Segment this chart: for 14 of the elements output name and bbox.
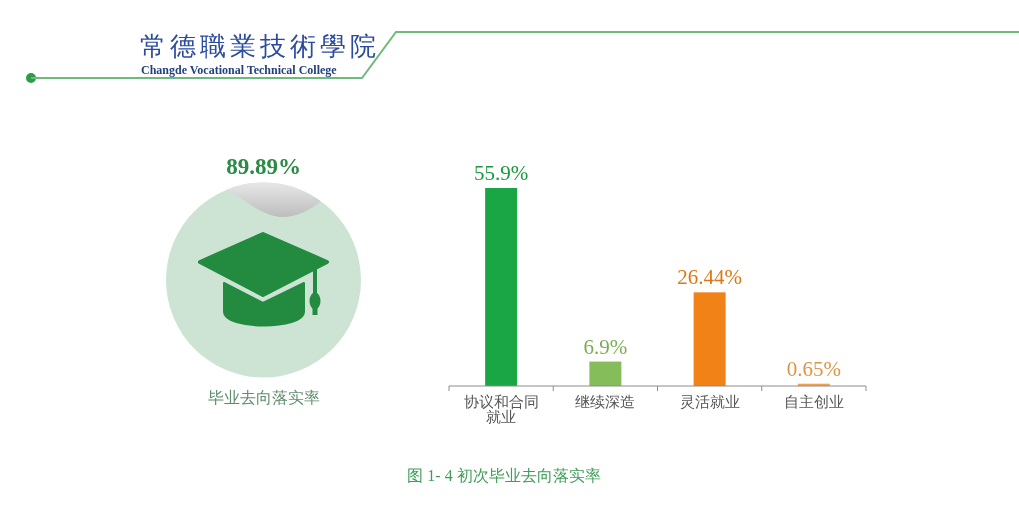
text: 毕业去向落实率 xyxy=(207,389,320,406)
x-tick-label: 继续深造 xyxy=(575,394,636,410)
bar xyxy=(589,361,622,386)
text: 89.89% xyxy=(226,154,301,179)
data-label: 26.44% xyxy=(677,265,742,290)
data-label: 55.9% xyxy=(474,161,529,185)
bar xyxy=(693,292,726,386)
data-label: 6.9% xyxy=(583,334,628,359)
x-tick-label: 自主创业 xyxy=(783,394,844,410)
caption: 图 1- 4 初次毕业去向落实率 xyxy=(407,467,601,484)
x-tick-label: 灵活就业 xyxy=(679,394,740,410)
bar xyxy=(485,188,518,386)
data-label: 0.65% xyxy=(786,356,841,381)
x-tick-label: 协议和合同就业 xyxy=(463,394,539,425)
